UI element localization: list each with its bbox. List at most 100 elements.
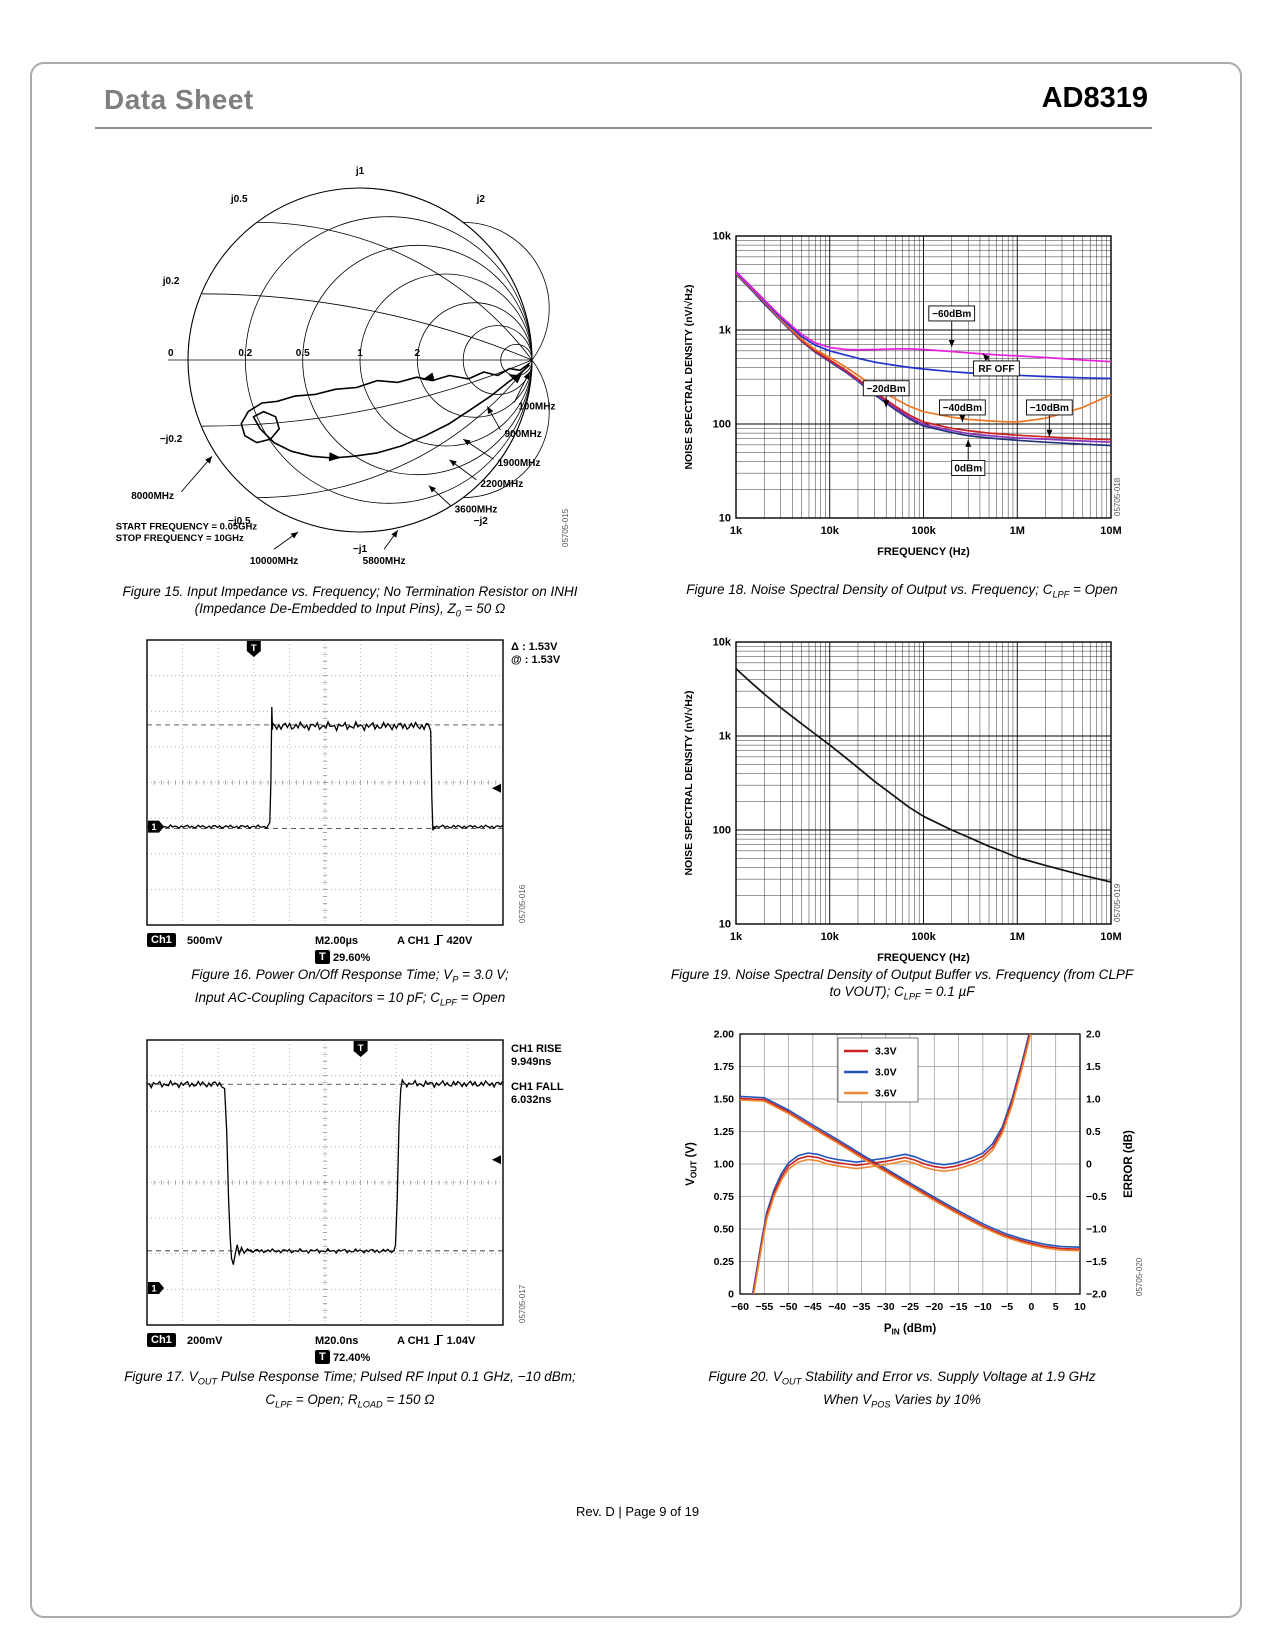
- fig17-fall-readout: CH1 FALL 6.032ns: [511, 1081, 564, 1107]
- svg-text:05705-016: 05705-016: [518, 884, 527, 923]
- svg-text:1M: 1M: [1010, 931, 1025, 943]
- svg-text:−10dBm: −10dBm: [1030, 403, 1069, 414]
- svg-text:05705-018: 05705-018: [1113, 477, 1122, 516]
- svg-text:05705-020: 05705-020: [1135, 1257, 1144, 1296]
- svg-text:−20: −20: [925, 1301, 943, 1313]
- svg-text:1.00: 1.00: [714, 1159, 735, 1171]
- svg-text:1.0: 1.0: [1086, 1094, 1101, 1106]
- fig17-scope-display: 1 T 05705-017: [146, 1039, 527, 1326]
- svg-text:RF OFF: RF OFF: [978, 364, 1014, 375]
- svg-text:2.0: 2.0: [1086, 1029, 1101, 1041]
- svg-text:1.75: 1.75: [714, 1061, 735, 1073]
- fig17-timebase: M20.0ns: [315, 1335, 359, 1347]
- svg-text:1900MHz: 1900MHz: [498, 458, 541, 469]
- svg-text:−0.5: −0.5: [1086, 1191, 1107, 1203]
- svg-text:−j0.2: −j0.2: [160, 434, 183, 445]
- svg-text:2.00: 2.00: [714, 1029, 735, 1041]
- fig17-caption-line2: CLPF = Open; RLOAD = 150 Ω: [265, 1391, 435, 1410]
- fig16-channel-badge: Ch1: [147, 933, 176, 947]
- svg-text:−j1: −j1: [353, 544, 368, 555]
- svg-text:−1.0: −1.0: [1086, 1224, 1107, 1236]
- svg-text:1: 1: [357, 348, 363, 359]
- svg-text:0: 0: [1086, 1159, 1092, 1171]
- fig15-caption-line2: (Impedance De-Embedded to Input Pins), Z…: [194, 601, 506, 619]
- svg-text:T: T: [251, 643, 257, 654]
- fig20-caption: Figure 20. VOUT Stability and Error vs. …: [652, 1368, 1152, 1413]
- fig16-caption-line1: Figure 16. Power On/Off Response Time; V…: [191, 967, 509, 985]
- fig17-fall-value: 6.032ns: [511, 1094, 552, 1106]
- fig16-scope-display: 1 T 05705-016: [146, 639, 527, 926]
- svg-text:1k: 1k: [730, 525, 743, 537]
- svg-text:100k: 100k: [911, 931, 936, 943]
- svg-text:−25: −25: [901, 1301, 919, 1313]
- fig16-trigger-readout: A CH1 420V: [397, 934, 476, 948]
- fig17-rise-readout: CH1 RISE 9.949ns: [511, 1043, 562, 1069]
- svg-text:0.75: 0.75: [714, 1191, 735, 1203]
- fig17-fall-label: CH1 FALL: [511, 1081, 564, 1093]
- svg-text:10: 10: [1074, 1301, 1086, 1313]
- svg-text:900MHz: 900MHz: [504, 429, 541, 440]
- svg-text:1.5: 1.5: [1086, 1061, 1101, 1073]
- svg-text:5: 5: [1053, 1301, 1059, 1313]
- svg-text:0.2: 0.2: [238, 348, 252, 359]
- page-footer: Rev. D | Page 9 of 19: [575, 1504, 700, 1519]
- fig16-caption-line2: Input AC-Coupling Capacitors = 10 pF; CL…: [194, 989, 506, 1008]
- svg-text:FREQUENCY (Hz): FREQUENCY (Hz): [877, 952, 970, 964]
- svg-text:1k: 1k: [719, 731, 732, 743]
- svg-text:0.50: 0.50: [714, 1224, 735, 1236]
- fig20-stability-chart: −60 −55 −50 −45 −40 −35 −30 −25 −20 −15 −10 −5 0 5 100…: [685, 1029, 1144, 1337]
- svg-text:ERROR (dB): ERROR (dB): [1123, 1130, 1135, 1198]
- svg-text:100: 100: [713, 419, 731, 431]
- svg-text:−j0.5: −j0.5: [228, 516, 251, 527]
- svg-text:−55: −55: [755, 1301, 773, 1313]
- fig19-noise-chart: 1k 10k 100k 1M 10M 10 100 1k 10k FREQUENCY (Hz) NO…: [683, 637, 1122, 965]
- svg-text:3.0V: 3.0V: [875, 1067, 897, 1079]
- svg-text:0.25: 0.25: [714, 1256, 735, 1268]
- svg-text:−45: −45: [804, 1301, 822, 1313]
- svg-text:PIN (dBm): PIN (dBm): [884, 1323, 937, 1337]
- svg-text:3600MHz: 3600MHz: [455, 505, 498, 516]
- svg-text:T: T: [358, 1043, 364, 1054]
- svg-text:j2: j2: [476, 194, 486, 205]
- fig20-caption-line1: Figure 20. VOUT Stability and Error vs. …: [708, 1369, 1096, 1387]
- svg-text:−j2: −j2: [474, 516, 489, 527]
- svg-text:−50: −50: [780, 1301, 798, 1313]
- svg-text:3.3V: 3.3V: [875, 1046, 897, 1058]
- figure-15: j1 j0.5 j2 j0.2 −j0.2 −j0.5 −j1 −j2 0 0.2 0.5 1 2 100…: [110, 155, 630, 580]
- fig17-trigger-position: 72.40%: [333, 1352, 371, 1364]
- svg-text:NOISE SPECTRAL DENSITY (nV/√Hz: NOISE SPECTRAL DENSITY (nV/√Hz): [683, 284, 695, 469]
- svg-text:10M: 10M: [1100, 525, 1121, 537]
- svg-text:j0.2: j0.2: [162, 276, 180, 287]
- fig16-trigger-badge: T: [315, 950, 330, 964]
- svg-text:0: 0: [1029, 1301, 1035, 1313]
- figure-20: −60 −55 −50 −45 −40 −35 −30 −25 −20 −15 −10 −5 0 5 10 0…: [668, 1020, 1150, 1365]
- svg-text:10k: 10k: [821, 525, 840, 537]
- part-number: AD8319: [1041, 82, 1148, 114]
- svg-text:10: 10: [719, 919, 731, 931]
- svg-text:10: 10: [719, 513, 731, 525]
- svg-text:100: 100: [713, 825, 731, 837]
- fig16-caption: Figure 16. Power On/Off Response Time; V…: [88, 966, 612, 1011]
- svg-text:−2.0: −2.0: [1086, 1289, 1107, 1301]
- svg-text:FREQUENCY (Hz): FREQUENCY (Hz): [877, 546, 970, 558]
- svg-text:1: 1: [151, 1283, 156, 1293]
- svg-text:−35: −35: [853, 1301, 871, 1313]
- svg-text:0: 0: [168, 348, 174, 359]
- svg-text:2200MHz: 2200MHz: [480, 479, 523, 490]
- svg-text:8000MHz: 8000MHz: [131, 491, 174, 502]
- rising-edge-icon: [433, 1335, 443, 1345]
- svg-text:j0.5: j0.5: [230, 194, 248, 205]
- fig18-noise-chart: −60dBm RF OFF −20dBm −40dBm −10dBm 0dBm 1k 10k 1…: [683, 231, 1122, 559]
- svg-text:−10: −10: [974, 1301, 992, 1313]
- svg-text:10M: 10M: [1100, 931, 1121, 943]
- svg-text:5800MHz: 5800MHz: [363, 556, 406, 567]
- svg-text:05705-017: 05705-017: [518, 1284, 527, 1323]
- fig17-volts-per-div: 200mV: [187, 1335, 223, 1347]
- fig19-caption-line2: to VOUT); CLPF = 0.1 µF: [829, 984, 975, 1002]
- svg-text:−40: −40: [828, 1301, 846, 1313]
- fig17-trigger-badge: T: [315, 1350, 330, 1364]
- svg-text:05705-015: 05705-015: [561, 508, 570, 547]
- fig19-caption: Figure 19. Noise Spectral Density of Out…: [652, 966, 1152, 1006]
- header-rule: [95, 127, 1152, 129]
- fig15-caption-line1: Figure 15. Input Impedance vs. Frequency…: [122, 584, 578, 599]
